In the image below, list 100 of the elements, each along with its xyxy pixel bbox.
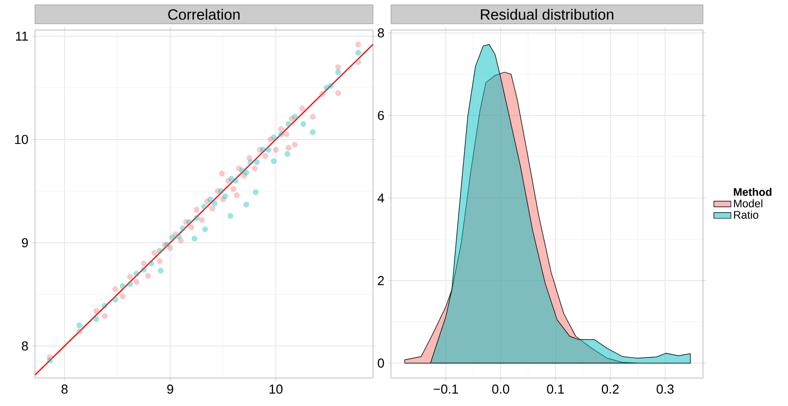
point — [102, 313, 108, 319]
point — [355, 50, 362, 56]
point — [76, 328, 82, 334]
point — [243, 202, 250, 208]
x-tick-label: 0.1 — [547, 384, 564, 394]
point — [328, 82, 334, 89]
point — [284, 131, 290, 138]
point — [199, 217, 205, 223]
point — [248, 159, 254, 166]
point — [252, 189, 259, 195]
point — [278, 131, 284, 138]
y-tick-label: 11 — [16, 32, 28, 41]
point — [120, 294, 126, 300]
point — [335, 90, 342, 96]
point — [319, 91, 326, 97]
point — [210, 206, 216, 212]
point — [222, 193, 228, 200]
point — [300, 121, 306, 127]
point — [270, 134, 277, 140]
point — [266, 146, 272, 153]
point — [180, 225, 186, 232]
point — [127, 281, 133, 287]
y-tick-label: 6 — [378, 110, 384, 120]
point — [158, 268, 164, 274]
point — [292, 114, 298, 120]
point — [169, 234, 176, 240]
point — [292, 142, 298, 148]
x-tick-label: 0.3 — [656, 384, 674, 394]
legend-label: Ratio — [734, 210, 758, 219]
point — [286, 144, 292, 151]
point — [310, 129, 316, 136]
point — [234, 192, 240, 198]
point — [232, 178, 239, 184]
y-tick-label: 4 — [378, 194, 384, 202]
point — [310, 114, 316, 120]
point — [178, 238, 184, 244]
point — [272, 146, 279, 153]
point — [140, 260, 147, 266]
point — [93, 308, 100, 314]
point — [270, 158, 277, 164]
point — [212, 200, 218, 206]
y-tick-label: 9 — [22, 238, 28, 248]
point — [239, 168, 245, 174]
point — [218, 188, 224, 194]
x-tick-label: 0.2 — [602, 384, 619, 394]
legend-label: Model — [734, 199, 762, 208]
y-tick-label: 10 — [15, 134, 28, 144]
point — [134, 279, 140, 285]
x-tick-label: 10 — [270, 384, 283, 394]
point — [145, 272, 151, 279]
point — [152, 250, 158, 256]
point — [188, 224, 194, 230]
point — [324, 84, 330, 91]
point — [176, 234, 182, 240]
chart-title: Residual distribution — [480, 8, 614, 20]
x-tick-label: 8 — [62, 384, 68, 394]
point — [102, 302, 108, 309]
point — [120, 283, 126, 289]
point — [228, 176, 234, 182]
point — [93, 316, 100, 322]
point — [299, 106, 306, 112]
point — [207, 196, 214, 202]
x-tick-label: −0.1 — [434, 384, 458, 394]
point — [252, 166, 258, 172]
point — [228, 213, 234, 219]
point — [167, 245, 174, 251]
point — [335, 64, 342, 70]
y-tick-label: 2 — [378, 276, 384, 286]
point — [278, 126, 284, 132]
point — [254, 159, 260, 166]
y-tick-label: 0 — [378, 358, 384, 368]
y-tick-label: 8 — [378, 28, 384, 38]
point — [286, 121, 292, 127]
point — [46, 358, 53, 364]
chart-title: Correlation — [168, 8, 240, 20]
point — [156, 248, 163, 254]
point — [192, 236, 198, 242]
point — [284, 151, 290, 157]
y-tick-label: 8 — [22, 341, 28, 351]
point — [243, 170, 250, 176]
point — [355, 42, 362, 48]
x-tick-label: 9 — [167, 384, 174, 394]
point — [262, 153, 268, 159]
point — [230, 186, 236, 192]
x-tick-label: 0.0 — [492, 384, 510, 394]
point — [112, 296, 118, 302]
point — [246, 155, 252, 161]
point — [186, 219, 192, 225]
point — [260, 146, 266, 153]
point — [194, 206, 200, 213]
point — [134, 270, 140, 277]
point — [112, 286, 118, 292]
point — [201, 204, 207, 210]
point — [355, 59, 362, 65]
point — [156, 258, 163, 264]
point — [335, 69, 342, 76]
point — [202, 226, 208, 232]
point — [76, 322, 82, 328]
point — [219, 170, 225, 176]
point — [140, 266, 147, 272]
